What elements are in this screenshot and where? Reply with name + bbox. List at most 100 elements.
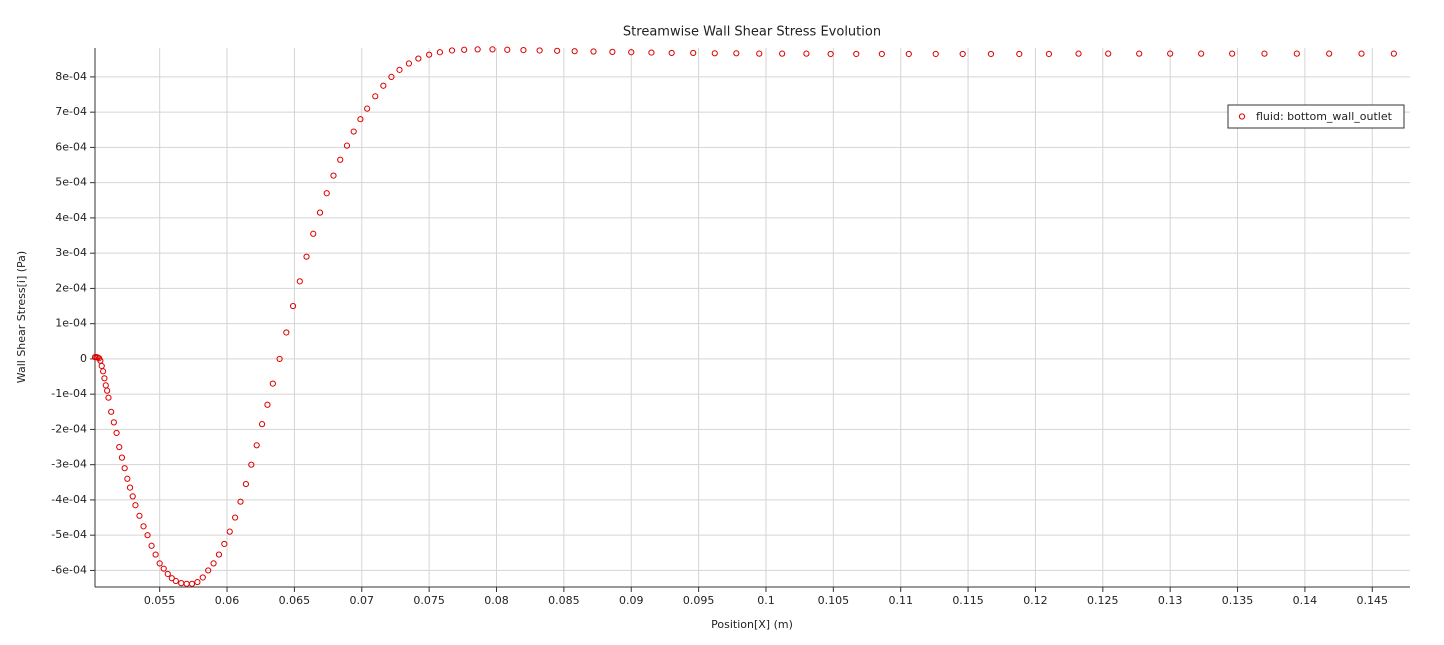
x-tick-label: 0.14 [1293, 594, 1318, 607]
data-point [101, 375, 108, 382]
data-point [1261, 50, 1268, 57]
y-tick-label: -2e-04 [51, 422, 87, 435]
data-point [113, 429, 120, 437]
data-point [372, 93, 379, 100]
data-point [436, 49, 444, 56]
y-tick-label: 8e-04 [55, 70, 87, 83]
data-point [248, 461, 255, 468]
data-point [932, 50, 939, 58]
data-point [237, 498, 244, 505]
data-point [160, 565, 167, 572]
legend-box [1227, 104, 1405, 129]
data-point [1105, 50, 1112, 57]
x-tick-label: 0.11 [888, 594, 913, 607]
data-point [168, 575, 175, 582]
data-point [905, 50, 912, 58]
data-point [283, 329, 290, 336]
data-point [330, 172, 337, 179]
y-tick-label: -1e-04 [51, 387, 87, 400]
data-point [489, 46, 496, 53]
data-point [504, 46, 511, 53]
legend-label: fluid: bottom_wall_outlet [1256, 110, 1393, 123]
x-tick-label: 0.09 [619, 594, 644, 607]
data-point [310, 230, 317, 237]
data-point [232, 514, 239, 521]
data-point [164, 570, 171, 578]
data-point [337, 156, 344, 163]
y-tick-label: 4e-04 [55, 211, 87, 224]
data-point [474, 46, 481, 53]
x-tick-label: 0.12 [1023, 594, 1048, 607]
data-point [140, 523, 147, 530]
data-point [121, 465, 128, 472]
x-tick-label: 0.145 [1357, 594, 1389, 607]
data-point [303, 253, 310, 260]
data-point [853, 50, 860, 58]
x-tick-label: 0.125 [1087, 594, 1119, 607]
x-tick-label: 0.095 [683, 594, 715, 607]
y-tick-label: -4e-04 [51, 493, 87, 506]
data-point [205, 567, 212, 574]
data-point [388, 73, 395, 81]
x-tick-label: 0.085 [548, 594, 580, 607]
data-point [1358, 50, 1365, 57]
data-point [132, 502, 139, 509]
data-point [118, 454, 126, 461]
data-point [215, 551, 223, 558]
data-point [1326, 50, 1333, 57]
y-tick-label: 7e-04 [55, 105, 87, 118]
x-tick-label: 0.075 [413, 594, 445, 607]
data-point [1167, 50, 1174, 57]
data-point [426, 51, 433, 58]
data-point [129, 493, 136, 500]
data-point [364, 105, 371, 112]
x-tick-label: 0.07 [350, 594, 375, 607]
x-tick-label: 0.13 [1158, 594, 1183, 607]
data-point [1136, 50, 1143, 57]
data-point [1075, 50, 1082, 57]
y-tick-label: 5e-04 [55, 176, 87, 189]
x-tick-label: 0.065 [279, 594, 311, 607]
y-tick-label: 0 [80, 352, 87, 365]
y-axis-label: Wall Shear Stress[i] (Pa) [15, 251, 28, 383]
x-tick-label: 0.08 [484, 594, 509, 607]
data-point [878, 50, 885, 58]
data-point [276, 355, 283, 363]
data-point [959, 50, 966, 58]
data-point [343, 142, 351, 149]
data-point [756, 50, 763, 57]
x-tick-label: 0.105 [818, 594, 850, 607]
data-point [1229, 50, 1236, 57]
y-tick-label: -3e-04 [51, 458, 87, 471]
data-point [987, 50, 995, 58]
data-point [126, 484, 134, 491]
data-point [116, 443, 123, 451]
data-point [242, 480, 250, 488]
data-point [357, 116, 364, 123]
data-point [316, 209, 324, 216]
data-point [156, 560, 163, 567]
data-point [571, 48, 578, 55]
y-tick-label: 6e-04 [55, 140, 87, 153]
data-point [1016, 50, 1023, 58]
data-point [289, 302, 297, 310]
data-point [827, 50, 834, 58]
data-point [269, 380, 276, 387]
x-tick-label: 0.06 [215, 594, 240, 607]
data-point [536, 47, 543, 54]
data-point [253, 442, 260, 449]
data-point [221, 540, 228, 548]
data-point [609, 48, 616, 55]
data-point [264, 401, 271, 408]
data-point [1198, 50, 1205, 57]
data-point [148, 542, 155, 549]
data-point [172, 577, 179, 585]
x-tick-label: 0.135 [1222, 594, 1254, 607]
data-point [194, 578, 201, 586]
data-point [144, 532, 151, 539]
data-point [350, 128, 357, 135]
data-point [104, 387, 111, 394]
data-point [152, 551, 159, 558]
